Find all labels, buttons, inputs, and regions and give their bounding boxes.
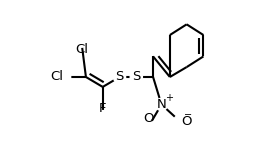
Circle shape (75, 35, 87, 47)
Text: −: − (184, 110, 192, 120)
Circle shape (174, 115, 186, 127)
Circle shape (58, 71, 71, 83)
Text: S: S (115, 71, 124, 83)
Text: +: + (165, 93, 173, 103)
Text: Cl: Cl (75, 43, 88, 56)
Circle shape (142, 120, 155, 133)
Text: O: O (181, 115, 192, 128)
Text: S: S (132, 71, 140, 83)
Circle shape (130, 71, 142, 83)
Text: Cl: Cl (50, 71, 63, 83)
Text: F: F (99, 102, 106, 115)
Circle shape (113, 71, 126, 83)
Circle shape (155, 98, 168, 111)
Text: O: O (143, 112, 154, 125)
Circle shape (96, 111, 109, 123)
Text: N: N (157, 98, 166, 111)
